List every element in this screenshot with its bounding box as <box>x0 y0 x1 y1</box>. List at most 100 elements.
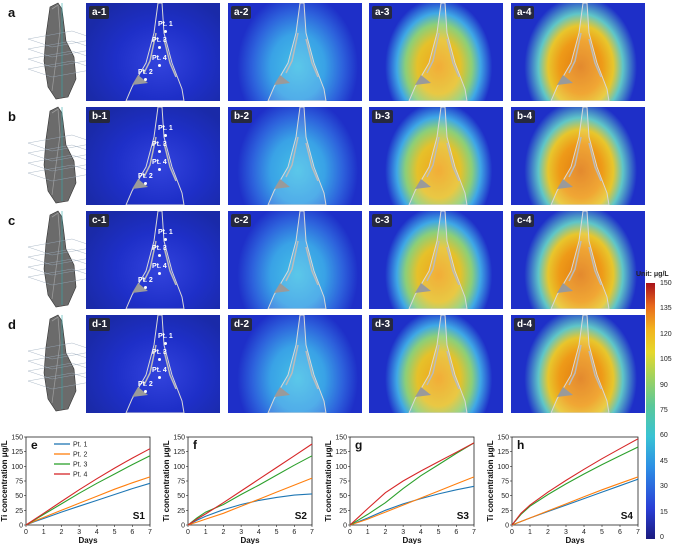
colorbar-tick-label: 45 <box>660 457 668 465</box>
point-label: Pt. 4 <box>152 263 167 270</box>
x-tick-label: 3 <box>77 529 81 536</box>
x-tick-label: 4 <box>95 529 99 536</box>
series-line <box>511 476 639 526</box>
simulation-panel: d-2 <box>228 315 362 413</box>
x-tick-label: 0 <box>24 529 28 536</box>
chart-panel-letter: f <box>193 438 198 452</box>
colorbar-tick-label: 105 <box>660 356 672 364</box>
y-tick-label: 75 <box>15 479 23 486</box>
x-axis-label: Days <box>240 536 260 544</box>
series-line <box>349 485 475 526</box>
y-tick-label: 100 <box>335 464 347 471</box>
series-line <box>187 455 313 526</box>
point-label: Pt. 4 <box>152 367 167 374</box>
point-label: Pt. 2 <box>138 173 153 180</box>
point-label: Pt. 1 <box>158 333 173 340</box>
series-line <box>187 477 313 526</box>
x-tick-label: 4 <box>582 529 586 536</box>
point-label: Pt. 3 <box>152 349 167 356</box>
y-tick-label: 125 <box>497 449 509 456</box>
simulation-panel: b-4 <box>511 107 645 205</box>
y-tick-label: 0 <box>343 523 347 530</box>
x-tick-label: 3 <box>239 529 243 536</box>
point-marker <box>144 182 147 185</box>
panel-label: c-1 <box>89 214 110 227</box>
x-tick-label: 1 <box>204 529 208 536</box>
x-tick-label: 5 <box>275 529 279 536</box>
x-tick-label: 5 <box>113 529 117 536</box>
x-tick-label: 7 <box>472 529 476 536</box>
y-tick-label: 0 <box>19 523 23 530</box>
row-letter: c <box>8 213 16 228</box>
point-marker <box>164 30 167 33</box>
panel-label: d-3 <box>372 318 393 331</box>
x-tick-label: 3 <box>401 529 405 536</box>
point-label: Pt. 4 <box>152 55 167 62</box>
y-tick-label: 150 <box>497 435 509 442</box>
legend-label: Pt. 2 <box>73 452 88 459</box>
row-letter: b <box>8 109 16 124</box>
x-axis-label: Days <box>565 536 585 544</box>
plot-frame <box>511 436 639 526</box>
series-line <box>511 446 639 526</box>
x-tick-label: 7 <box>636 529 640 536</box>
y-tick-label: 125 <box>11 449 23 456</box>
x-tick-label: 2 <box>59 529 63 536</box>
y-tick-label: 150 <box>11 435 23 442</box>
legend-label: Pt. 3 <box>73 462 88 469</box>
colorbar-unit: Unit: μg/L <box>636 271 669 278</box>
model-label: S3 <box>457 511 470 522</box>
y-tick-label: 0 <box>181 523 185 530</box>
colorbar-tick-label: 90 <box>660 381 668 389</box>
point-marker <box>158 168 161 171</box>
y-axis-label: Ti concentration μg/L <box>486 440 495 521</box>
y-axis-label: Ti concentration μg/L <box>0 440 9 521</box>
simulation-panel: c-1 Pt. 1 Pt. 3 Pt. 4 Pt. 2 <box>86 211 220 309</box>
panel-label: b-2 <box>231 110 252 123</box>
colorbar-tick-label: 135 <box>660 305 672 313</box>
x-tick-label: 0 <box>348 529 352 536</box>
y-tick-label: 75 <box>177 479 185 486</box>
x-tick-label: 2 <box>221 529 225 536</box>
x-tick-label: 5 <box>437 529 441 536</box>
model-label: S2 <box>295 511 308 522</box>
colorbar-tick-label: 120 <box>660 330 672 338</box>
x-tick-label: 6 <box>292 529 296 536</box>
point-marker <box>144 390 147 393</box>
point-marker <box>158 358 161 361</box>
simulation-panel: a-3 <box>369 3 503 101</box>
y-tick-label: 75 <box>339 479 347 486</box>
point-marker <box>158 64 161 67</box>
colorbar <box>646 283 655 539</box>
simulation-panel: b-1 Pt. 1 Pt. 3 Pt. 4 Pt. 2 <box>86 107 220 205</box>
y-tick-label: 75 <box>501 479 509 486</box>
simulation-panel: a-2 <box>228 3 362 101</box>
x-tick-label: 1 <box>366 529 370 536</box>
y-tick-label: 150 <box>335 435 347 442</box>
y-tick-label: 150 <box>173 435 185 442</box>
panel-label: a-3 <box>372 6 393 19</box>
series-line <box>511 438 639 526</box>
simulation-panel: d-3 <box>369 315 503 413</box>
x-axis-label: Days <box>402 536 422 544</box>
plot-frame <box>25 436 151 526</box>
y-axis-label: Ti concentration μg/L <box>324 440 333 521</box>
colorbar-tick-label: 150 <box>660 280 672 287</box>
point-label: Pt. 4 <box>152 159 167 166</box>
x-tick-label: 4 <box>257 529 261 536</box>
y-tick-label: 125 <box>335 449 347 456</box>
point-marker <box>158 150 161 153</box>
series-line <box>187 493 313 526</box>
series-line <box>349 476 475 526</box>
x-tick-label: 4 <box>419 529 423 536</box>
colorbar-tick-label: 0 <box>660 534 664 541</box>
series-line <box>349 442 475 526</box>
point-marker <box>144 286 147 289</box>
point-label: Pt. 1 <box>158 125 173 132</box>
y-tick-label: 25 <box>177 508 185 515</box>
panel-label: b-3 <box>372 110 393 123</box>
panel-label: a-2 <box>231 6 252 19</box>
panel-label: c-3 <box>372 214 393 227</box>
point-label: Pt. 2 <box>138 381 153 388</box>
colorbar-tick-label: 75 <box>660 407 668 414</box>
